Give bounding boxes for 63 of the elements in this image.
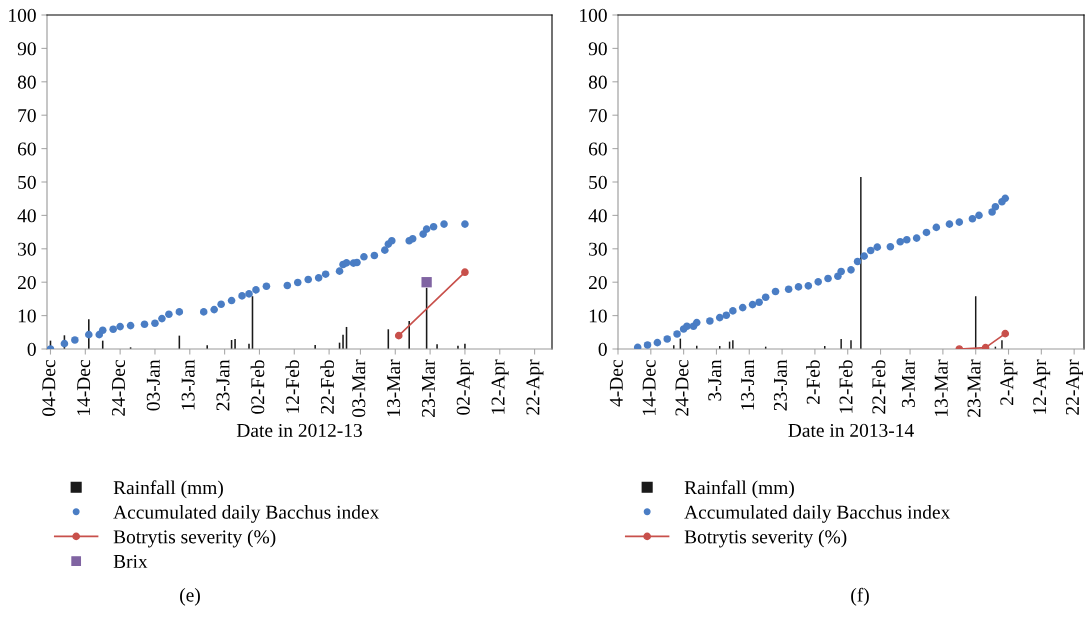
legend-label: Rainfall (mm) bbox=[113, 480, 223, 499]
y-tick-label: 40 bbox=[17, 209, 36, 223]
x-tick-label: 24-Dec bbox=[675, 360, 689, 416]
legend-label: Brix bbox=[113, 554, 148, 568]
y-tick-label: 20 bbox=[17, 276, 36, 290]
x-axis-title: Date in 2013-14 bbox=[788, 423, 914, 437]
y-tick-label: 40 bbox=[588, 209, 607, 223]
x-tick-label: 3-Jan bbox=[708, 359, 722, 401]
legend-label: Botrytis severity (%) bbox=[113, 529, 276, 548]
x-tick-label: 12-Feb bbox=[285, 360, 300, 413]
y-tick-label: 50 bbox=[18, 175, 36, 189]
y-tick-label: 10 bbox=[589, 309, 607, 323]
legend-label: Rainfall (mm) bbox=[684, 480, 794, 499]
x-tick-label: 24-Dec bbox=[111, 360, 126, 416]
y-tick-label: 70 bbox=[18, 109, 36, 123]
x-tick-label: 14-Dec bbox=[77, 360, 91, 415]
y-tick-label: 50 bbox=[589, 175, 607, 189]
y-tick-label: 0 bbox=[27, 342, 36, 356]
x-tick-label: 23-Jan bbox=[216, 359, 230, 411]
x-tick-label: 22-Feb bbox=[320, 360, 334, 414]
x-tick-label: 3-Mar bbox=[901, 359, 915, 408]
x-tick-label: 23-Mar bbox=[421, 359, 435, 417]
y-tick-label: 60 bbox=[588, 142, 607, 156]
x-tick-label: 23-Jan bbox=[773, 359, 787, 411]
text: (f) bbox=[851, 587, 869, 606]
x-axis-title: Date in 2012-13 bbox=[236, 423, 362, 437]
x-tick-label: 2-Apr bbox=[1000, 359, 1018, 405]
legend-label: Botrytis severity (%) bbox=[684, 529, 847, 548]
x-tick-label: 13-Mar bbox=[934, 359, 948, 417]
y-tick-label: 60 bbox=[17, 142, 36, 156]
x-tick-label: 03-Jan bbox=[146, 359, 160, 411]
y-tick-label: 100 bbox=[580, 8, 607, 22]
x-tick-label: 02-Apr bbox=[456, 359, 474, 415]
x-tick-label: 2-Feb bbox=[806, 360, 820, 404]
y-tick-label: 0 bbox=[598, 342, 607, 356]
y-tick-label: 80 bbox=[588, 75, 607, 89]
x-tick-label: 22-Apr bbox=[526, 359, 544, 415]
x-tick-label: 13-Mar bbox=[387, 359, 401, 417]
y-tick-label: 30 bbox=[18, 242, 36, 256]
x-tick-label: 12-Apr bbox=[491, 359, 509, 414]
text: (e) bbox=[180, 588, 200, 606]
x-tick-label: 13-Jan bbox=[181, 359, 195, 410]
legend-label: Accumulated daily Bacchus index bbox=[684, 505, 951, 523]
x-tick-label: 04-Dec bbox=[42, 360, 56, 416]
x-tick-label: 12-Feb bbox=[838, 360, 853, 413]
legend-label: Accumulated daily Bacchus index bbox=[113, 505, 380, 523]
y-tick-label: 70 bbox=[589, 109, 607, 123]
x-tick-label: 03-Mar bbox=[352, 359, 366, 417]
x-tick-label: 14-Dec bbox=[642, 360, 656, 415]
x-tick-label: 4-Dec bbox=[609, 360, 623, 407]
x-tick-label: 22-Apr bbox=[1065, 359, 1083, 415]
x-tick-label: 13-Jan bbox=[741, 359, 755, 410]
x-tick-label: 02-Feb bbox=[250, 360, 265, 414]
y-tick-label: 20 bbox=[588, 276, 607, 290]
x-tick-label: 22-Feb bbox=[871, 360, 886, 414]
y-tick-label: 10 bbox=[18, 309, 36, 323]
x-tick-label: 12-Apr bbox=[1033, 359, 1051, 414]
y-tick-label: 90 bbox=[588, 42, 607, 56]
x-tick-label: 23-Mar bbox=[967, 359, 981, 417]
y-tick-label: 100 bbox=[9, 8, 36, 22]
y-tick-label: 80 bbox=[17, 75, 36, 89]
y-tick-label: 90 bbox=[17, 42, 36, 56]
y-tick-label: 30 bbox=[589, 242, 607, 256]
